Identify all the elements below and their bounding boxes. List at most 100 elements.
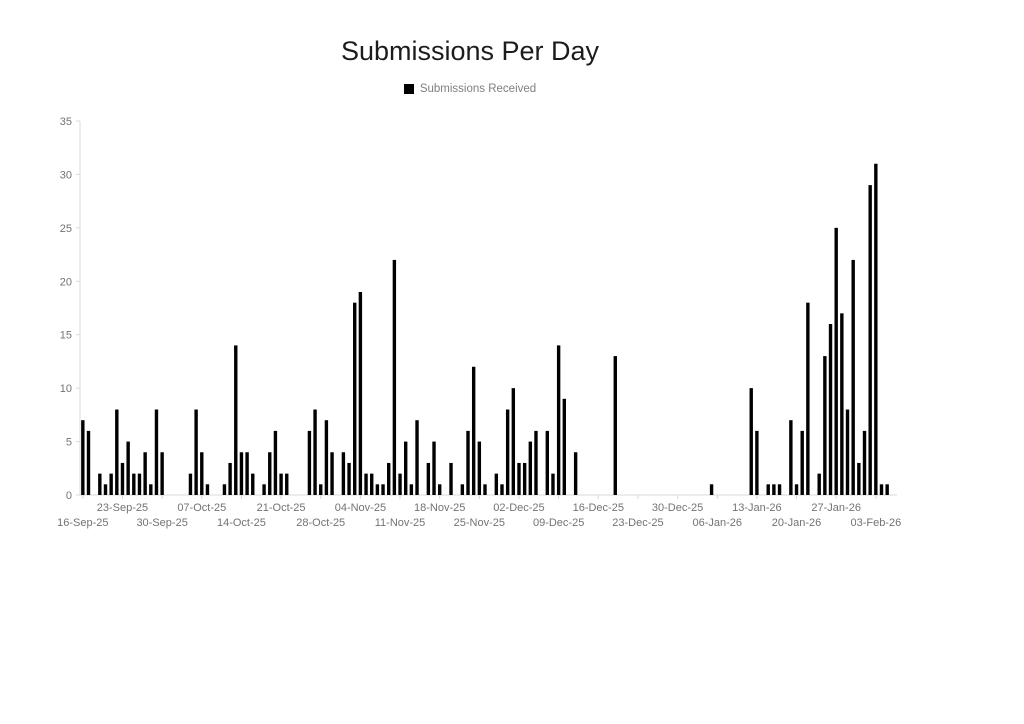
bar	[528, 441, 533, 495]
bar	[522, 462, 527, 495]
bar	[262, 484, 266, 495]
bar	[817, 473, 821, 495]
bar	[834, 227, 838, 495]
bar	[149, 484, 153, 495]
bar	[409, 484, 414, 495]
bar	[477, 441, 482, 495]
x-tick-label: 20-Jan-26	[772, 517, 822, 529]
bar	[347, 462, 351, 495]
bar	[239, 452, 244, 495]
bar	[234, 345, 238, 495]
bar	[81, 420, 85, 495]
bar	[879, 484, 884, 495]
bar	[545, 430, 550, 495]
bar	[845, 409, 850, 495]
bar	[103, 484, 108, 495]
bar	[381, 484, 385, 495]
x-tick-label: 04-Nov-25	[335, 502, 386, 514]
bar	[154, 409, 159, 495]
bar	[494, 473, 499, 495]
x-tick-label: 27-Jan-26	[811, 502, 861, 514]
bar	[341, 452, 346, 495]
x-tick-label: 11-Nov-25	[375, 517, 426, 529]
bar	[517, 462, 521, 495]
chart-title: Submissions Per Day	[340, 36, 600, 66]
bar	[466, 430, 470, 495]
y-tick-label: 30	[60, 169, 72, 181]
bar	[505, 409, 510, 495]
bar	[556, 345, 561, 495]
bar	[160, 452, 164, 495]
bar	[868, 185, 872, 495]
bar	[772, 484, 776, 495]
bar	[268, 452, 272, 495]
bar	[426, 462, 431, 495]
bar	[86, 430, 91, 495]
bar	[857, 462, 861, 495]
x-tick-label: 23-Sep-25	[97, 502, 148, 514]
bar	[432, 441, 436, 495]
bar	[245, 452, 249, 495]
bar	[415, 420, 419, 495]
bar	[794, 484, 799, 495]
x-tick-label: 21-Oct-25	[257, 502, 306, 514]
bar	[251, 473, 255, 495]
bar	[353, 302, 357, 495]
bar	[449, 462, 453, 495]
x-tick-label: 28-Oct-25	[296, 517, 345, 529]
bar	[126, 441, 130, 495]
bar	[749, 388, 753, 495]
y-tick-label: 0	[66, 490, 72, 502]
bar	[205, 484, 210, 495]
bar	[109, 473, 113, 495]
bar	[709, 484, 714, 495]
bar	[398, 473, 402, 495]
bar	[483, 484, 487, 495]
bar	[437, 484, 442, 495]
legend-marker-icon	[403, 84, 414, 94]
bar	[307, 430, 312, 495]
bar	[573, 452, 578, 495]
bar	[222, 484, 227, 495]
x-tick-label: 07-Oct-25	[177, 502, 226, 514]
x-tick-label: 13-Jan-26	[732, 502, 782, 514]
bar	[777, 484, 782, 495]
bar	[885, 484, 889, 495]
bar	[511, 388, 516, 495]
bar	[387, 462, 391, 495]
bar	[862, 430, 867, 495]
bar	[137, 473, 142, 495]
x-tick-label: 30-Dec-25	[652, 502, 703, 514]
bar	[120, 462, 125, 495]
bar	[370, 473, 374, 495]
bar	[755, 430, 759, 495]
chart-legend: Submissions Received	[0, 83, 940, 95]
x-tick-label: 03-Feb-26	[850, 517, 901, 529]
bar	[534, 430, 538, 495]
bar	[823, 356, 827, 495]
x-tick-label: 02-Dec-25	[493, 502, 544, 514]
bar	[324, 420, 329, 495]
x-tick-label: 25-Nov-25	[454, 517, 505, 529]
bar	[806, 302, 810, 495]
y-tick-label: 5	[66, 437, 72, 449]
bar	[551, 473, 555, 495]
bar	[828, 324, 833, 495]
bar	[800, 430, 804, 495]
legend-label: Submissions Received	[419, 83, 537, 95]
bar	[874, 163, 878, 495]
bar	[613, 356, 617, 495]
y-tick-label: 35	[60, 116, 72, 128]
bar	[200, 452, 204, 495]
bar	[132, 473, 136, 495]
bar	[840, 313, 844, 495]
bar	[319, 484, 323, 495]
bar	[766, 484, 770, 495]
y-tick-label: 20	[60, 276, 72, 288]
bar	[358, 291, 363, 495]
bar	[562, 398, 567, 495]
y-tick-label: 25	[60, 223, 72, 235]
bar	[460, 484, 465, 495]
